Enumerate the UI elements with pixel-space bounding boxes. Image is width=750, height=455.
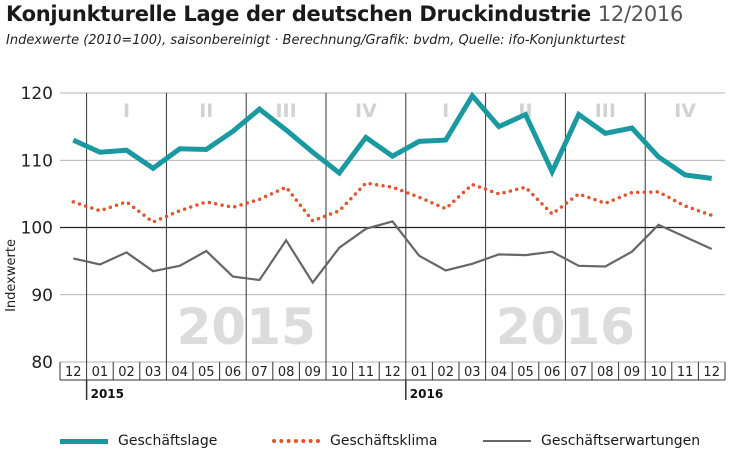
chart-subtitle: Indexwerte (2010=100), saisonbereinigt ·… [6,33,626,48]
x-tick-label: 11 [677,365,694,380]
legend-label-klima: Geschäftsklima [330,433,438,449]
x-tick-label: 12 [703,365,720,380]
chart-title: Konjunkturelle Lage der deutschen Drucki… [6,2,683,26]
x-tick-label: 05 [198,365,215,380]
x-tick-label: 10 [650,365,667,380]
y-tick-label: 100 [21,219,53,239]
legend: Geschäftslage Geschäftsklima Geschäftser… [0,433,750,455]
quarter-label: IV [355,100,377,122]
chart-date: 12/2016 [597,2,684,26]
year-label: 2016 [410,387,443,401]
y-tick-label: 90 [31,286,53,306]
x-tick-label: 09 [304,365,321,380]
x-tick-label: 11 [358,365,375,380]
legend-swatch-erw [483,440,531,442]
x-tick-label: 01 [411,365,428,380]
y-tick-label: 110 [21,151,53,171]
x-tick-label: 04 [171,365,188,380]
x-tick-label: 05 [517,365,534,380]
x-tick-label: 06 [544,365,561,380]
quarter-label: II [199,100,213,122]
x-tick-label: 04 [491,365,508,380]
year-label: 2015 [91,387,124,401]
legend-label-erw: Geschäftserwartungen [541,433,701,449]
x-tick-label: 03 [145,365,162,380]
series-line-1 [71,181,714,225]
x-tick-label: 12 [65,365,82,380]
quarter-label: III [595,100,616,122]
legend-item-lage: Geschäftslage [60,433,217,449]
x-tick-label: 10 [331,365,348,380]
legend-swatch-klima [272,439,320,443]
y-tick-label: 80 [31,353,53,373]
series-line-2 [73,220,713,285]
x-tick-label: 06 [225,365,242,380]
x-tick-label: 07 [570,365,587,380]
quarter-label: IV [674,100,696,122]
x-tick-label: 07 [251,365,268,380]
x-tick-label: 08 [597,365,614,380]
legend-item-klima: Geschäftsklima [272,433,437,449]
x-tick-label: 12 [384,365,401,380]
x-tick-label: 03 [464,365,481,380]
quarter-label: III [275,100,296,122]
y-tick-label: 120 [21,84,53,104]
x-tick-label: 08 [278,365,295,380]
legend-swatch-lage [60,438,108,444]
quarter-label: I [442,100,449,122]
series-line-0 [72,91,713,181]
legend-item-erw: Geschäftserwartungen [483,433,700,449]
x-tick-label: 09 [624,365,641,380]
x-tick-label: 02 [437,365,454,380]
chart-title-text: Konjunkturelle Lage der deutschen Drucki… [6,2,591,26]
quarter-label: I [123,100,130,122]
y-axis-label: Indexwerte [4,239,19,312]
x-tick-label: 02 [118,365,135,380]
x-tick-label: 01 [92,365,109,380]
legend-label-lage: Geschäftslage [118,433,218,449]
